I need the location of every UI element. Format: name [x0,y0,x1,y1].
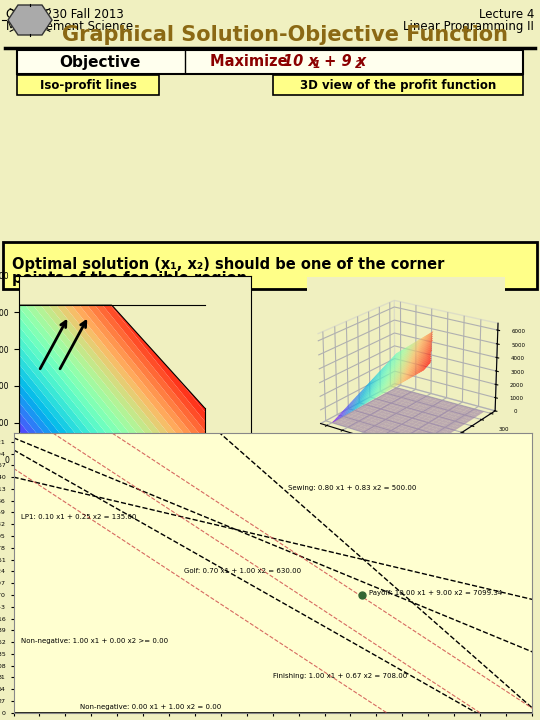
Text: 1: 1 [313,60,321,70]
Text: Management Science: Management Science [6,20,133,33]
Text: Non-negative: 1.00 x1 + 0.00 x2 >= 0.00: Non-negative: 1.00 x1 + 0.00 x2 >= 0.00 [21,638,168,644]
Polygon shape [8,5,52,35]
Text: Maximize: Maximize [210,53,298,68]
Text: Optimal solution (x₁, x₂) should be one of the corner: Optimal solution (x₁, x₂) should be one … [12,256,444,271]
Text: Lecture 4: Lecture 4 [478,8,534,21]
Text: 10 x: 10 x [283,53,318,68]
Text: Non-negative: 0.00 x1 + 1.00 x2 = 0.00: Non-negative: 0.00 x1 + 1.00 x2 = 0.00 [80,704,221,711]
Y-axis label: x2: x2 [489,464,500,472]
Text: OSCM 230 Fall 2013: OSCM 230 Fall 2013 [6,8,124,21]
X-axis label: x1: x1 [343,475,353,485]
Text: Iso-profit lines: Iso-profit lines [39,78,137,91]
Text: Payoff: 10.00 x1 + 9.00 x2 = 7099.34: Payoff: 10.00 x1 + 9.00 x2 = 7099.34 [369,590,502,596]
Text: + 9 x: + 9 x [319,53,366,68]
FancyBboxPatch shape [273,75,523,95]
Text: Golf: 0.70 x1 + 1.00 x2 = 630.00: Golf: 0.70 x1 + 1.00 x2 = 630.00 [184,568,301,574]
FancyBboxPatch shape [17,50,523,74]
FancyBboxPatch shape [3,242,537,289]
Text: Sewing: 0.80 x1 + 0.83 x2 = 500.00: Sewing: 0.80 x1 + 0.83 x2 = 500.00 [287,485,416,491]
Text: LP1: 0.10 x1 + 0.25 x2 = 135.00: LP1: 0.10 x1 + 0.25 x2 = 135.00 [21,513,136,520]
Text: Linear Programming II: Linear Programming II [403,20,534,33]
Text: Objective: Objective [59,55,141,70]
Text: Finishing: 1.00 x1 + 0.67 x2 = 708.00: Finishing: 1.00 x1 + 0.67 x2 = 708.00 [273,673,407,679]
FancyBboxPatch shape [17,75,159,95]
Text: Graphical Solution-Objective Function: Graphical Solution-Objective Function [62,25,508,45]
Text: 2: 2 [355,60,363,70]
Text: points of the feasible region.: points of the feasible region. [12,271,253,287]
Text: 3D view of the profit function: 3D view of the profit function [300,78,496,91]
